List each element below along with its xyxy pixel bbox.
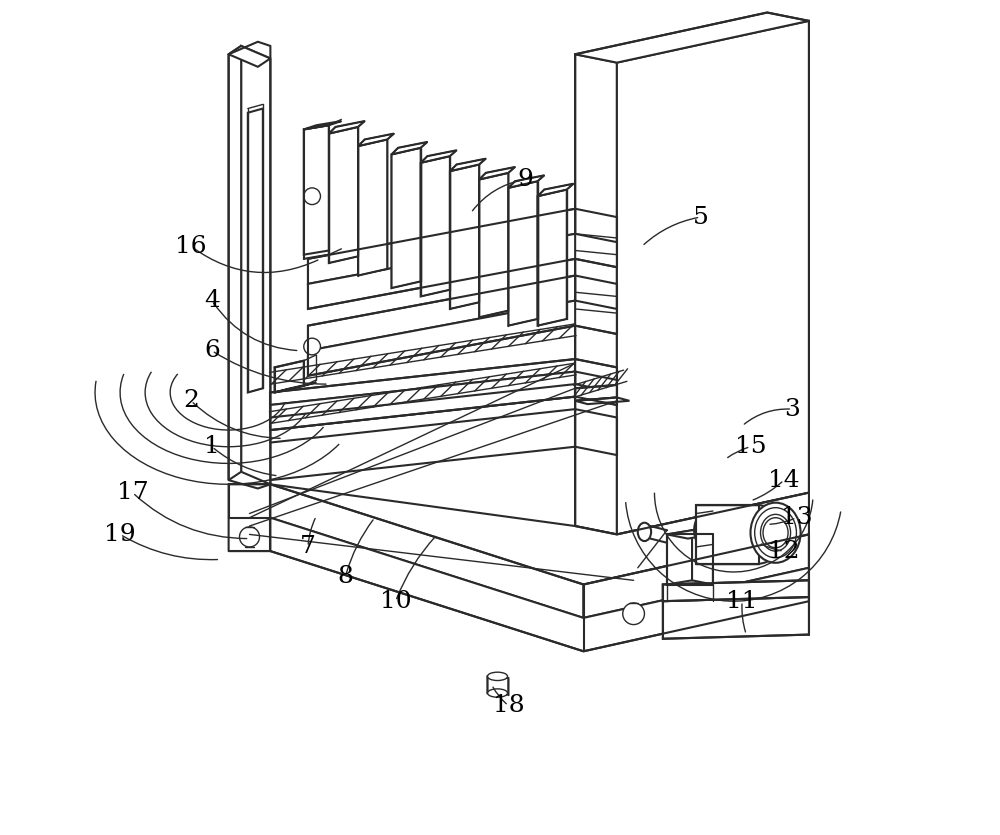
Polygon shape bbox=[270, 484, 584, 618]
Polygon shape bbox=[584, 534, 809, 618]
Ellipse shape bbox=[638, 523, 651, 541]
Polygon shape bbox=[308, 276, 575, 351]
Polygon shape bbox=[329, 121, 365, 134]
Polygon shape bbox=[696, 511, 713, 547]
Polygon shape bbox=[421, 150, 457, 163]
Polygon shape bbox=[270, 372, 575, 430]
Polygon shape bbox=[275, 382, 316, 392]
Polygon shape bbox=[304, 125, 329, 255]
Text: 14: 14 bbox=[768, 468, 800, 492]
Polygon shape bbox=[275, 361, 304, 392]
Text: 12: 12 bbox=[768, 539, 800, 563]
Text: 4: 4 bbox=[204, 289, 220, 312]
Polygon shape bbox=[329, 127, 358, 263]
Polygon shape bbox=[479, 167, 515, 180]
Text: 13: 13 bbox=[781, 506, 812, 529]
Polygon shape bbox=[421, 156, 450, 296]
Polygon shape bbox=[667, 530, 713, 539]
Ellipse shape bbox=[750, 503, 801, 563]
Circle shape bbox=[623, 603, 644, 625]
Text: 18: 18 bbox=[493, 694, 524, 717]
Polygon shape bbox=[391, 148, 421, 288]
Polygon shape bbox=[241, 46, 270, 484]
Circle shape bbox=[239, 527, 260, 547]
Ellipse shape bbox=[694, 514, 715, 547]
Ellipse shape bbox=[487, 672, 508, 681]
Polygon shape bbox=[479, 173, 508, 317]
Text: 3: 3 bbox=[784, 397, 800, 421]
Polygon shape bbox=[308, 234, 617, 309]
Polygon shape bbox=[308, 209, 575, 284]
Polygon shape bbox=[229, 484, 809, 584]
Text: 17: 17 bbox=[117, 481, 148, 504]
Polygon shape bbox=[696, 505, 759, 564]
Polygon shape bbox=[508, 175, 544, 188]
Polygon shape bbox=[229, 46, 241, 480]
Polygon shape bbox=[663, 580, 809, 601]
Polygon shape bbox=[692, 530, 713, 584]
Polygon shape bbox=[538, 184, 573, 196]
Polygon shape bbox=[308, 301, 617, 376]
Polygon shape bbox=[575, 54, 617, 534]
Polygon shape bbox=[270, 518, 809, 651]
Polygon shape bbox=[538, 190, 567, 326]
Text: 19: 19 bbox=[104, 523, 136, 546]
Polygon shape bbox=[450, 159, 486, 171]
Polygon shape bbox=[663, 597, 809, 639]
Text: 15: 15 bbox=[735, 435, 766, 458]
Ellipse shape bbox=[761, 514, 791, 551]
Text: 10: 10 bbox=[380, 590, 411, 613]
Polygon shape bbox=[391, 142, 427, 154]
Polygon shape bbox=[450, 164, 479, 309]
Text: 9: 9 bbox=[517, 168, 533, 191]
Text: 16: 16 bbox=[175, 235, 207, 258]
Text: 1: 1 bbox=[204, 435, 220, 458]
Ellipse shape bbox=[736, 505, 782, 564]
Polygon shape bbox=[663, 580, 809, 601]
Circle shape bbox=[304, 188, 320, 205]
Polygon shape bbox=[575, 385, 617, 401]
Polygon shape bbox=[248, 109, 263, 392]
Polygon shape bbox=[487, 676, 508, 695]
Circle shape bbox=[304, 338, 320, 355]
Text: 2: 2 bbox=[183, 389, 199, 412]
Polygon shape bbox=[358, 134, 394, 146]
Polygon shape bbox=[270, 359, 617, 405]
Ellipse shape bbox=[487, 689, 508, 697]
Polygon shape bbox=[358, 139, 387, 276]
Text: 6: 6 bbox=[204, 339, 220, 362]
Polygon shape bbox=[617, 21, 809, 534]
Polygon shape bbox=[575, 13, 809, 63]
Polygon shape bbox=[229, 484, 270, 518]
Text: 5: 5 bbox=[692, 205, 708, 229]
Text: 8: 8 bbox=[338, 564, 353, 588]
Polygon shape bbox=[270, 384, 617, 430]
Polygon shape bbox=[575, 397, 629, 404]
Polygon shape bbox=[508, 181, 538, 326]
Polygon shape bbox=[667, 530, 692, 584]
Polygon shape bbox=[304, 121, 341, 129]
Polygon shape bbox=[229, 46, 270, 67]
Text: 7: 7 bbox=[300, 535, 316, 559]
Text: 11: 11 bbox=[726, 590, 758, 613]
Ellipse shape bbox=[745, 518, 772, 551]
